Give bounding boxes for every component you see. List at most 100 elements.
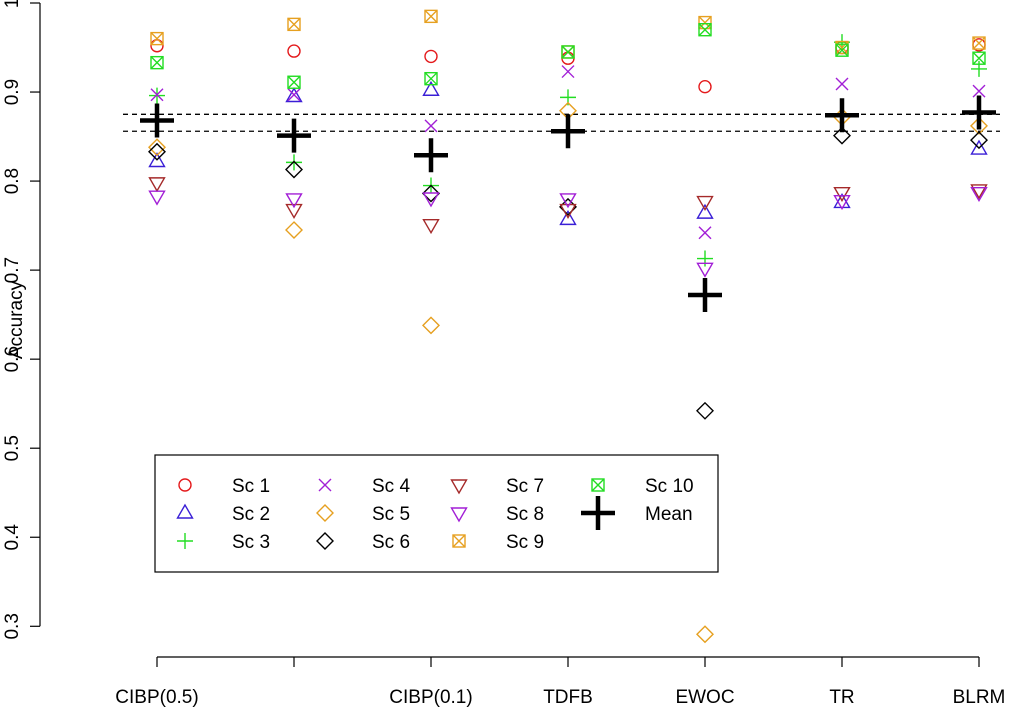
point-shape — [696, 401, 714, 420]
legend-symbol-shape — [591, 478, 605, 492]
legend-symbol-shape — [316, 532, 334, 550]
point — [698, 23, 712, 37]
legend-label: Sc 6 — [372, 532, 410, 553]
series-sc-6 — [148, 126, 988, 420]
legend-label: Sc 9 — [506, 532, 544, 553]
point — [422, 80, 440, 96]
series-sc-3 — [149, 34, 987, 267]
point — [414, 138, 448, 173]
legend: Sc 1 Sc 2 Sc 3 Sc 4 Sc 5 Sc 6 Sc 7 Sc 8 Sc 9 Sc 1… — [154, 454, 719, 573]
point — [148, 177, 166, 193]
point — [148, 142, 166, 161]
y-tick-label: 0.6 — [2, 346, 23, 372]
point-shape — [833, 194, 851, 211]
y-axis-title: Accuracy — [6, 280, 27, 359]
point-shape-x — [287, 17, 301, 31]
point-shape — [696, 625, 714, 644]
point — [422, 316, 440, 335]
point-shape — [698, 226, 712, 240]
series-sc-9 — [150, 9, 986, 59]
legend-symbol-shape — [450, 479, 468, 495]
point-shape — [285, 203, 303, 219]
point-shape-x — [561, 45, 575, 59]
legend-label: Sc 5 — [372, 504, 410, 525]
point-shape-x — [287, 75, 301, 89]
legend-symbol-shape-x — [591, 478, 605, 492]
y-tick-label: 0.9 — [2, 79, 23, 105]
legend-label: Mean — [645, 504, 693, 525]
point — [551, 114, 585, 149]
point-shape — [422, 219, 440, 235]
legend-item: Mean — [581, 496, 693, 530]
legend-symbol-shape — [177, 533, 193, 549]
point-shape-x — [972, 36, 986, 50]
point-shape — [287, 75, 301, 89]
point-shape — [833, 126, 851, 145]
legend-item: Sc 1 — [178, 476, 270, 497]
point-shape — [833, 186, 851, 203]
legend-symbol — [450, 479, 468, 495]
reference-lines — [123, 113, 1000, 132]
point — [972, 84, 986, 98]
point-shape-x — [698, 23, 712, 37]
point — [833, 126, 851, 145]
legend-item: Sc 4 — [318, 476, 410, 497]
legend-item: Sc 5 — [316, 504, 410, 525]
legend-label: Sc 7 — [506, 476, 544, 497]
legend-label: Sc 10 — [645, 476, 694, 497]
point-shape — [972, 51, 986, 65]
series-mean — [140, 95, 996, 313]
point-shape — [287, 44, 301, 58]
point-shape-x — [698, 16, 712, 30]
point — [833, 194, 851, 211]
point — [150, 55, 164, 70]
point-shape — [148, 142, 166, 161]
point-shape — [424, 119, 438, 133]
point-shape — [285, 193, 303, 209]
x-tick-label: TDFB — [543, 687, 593, 708]
legend-symbol — [581, 496, 615, 530]
point — [148, 190, 166, 206]
point — [561, 45, 575, 59]
point-shape — [559, 203, 577, 219]
point — [559, 193, 577, 209]
point-shape — [835, 43, 849, 57]
point — [970, 184, 988, 200]
legend-symbol-shape — [318, 478, 332, 492]
point-shape-x — [150, 56, 164, 70]
point-shape — [148, 152, 166, 168]
y-tick-label: 0.7 — [2, 257, 23, 283]
point-shape — [424, 9, 438, 24]
point-shape — [972, 84, 986, 98]
legend-symbol — [178, 478, 192, 492]
point-shape — [424, 71, 438, 86]
legend-symbol — [452, 534, 466, 548]
point — [287, 75, 301, 89]
point — [833, 186, 851, 203]
point — [287, 17, 301, 32]
point-shape — [561, 65, 575, 79]
point — [148, 152, 166, 168]
point — [970, 116, 988, 135]
point-shape-x — [150, 32, 164, 46]
y-tick-label: 0.5 — [2, 435, 23, 461]
point — [422, 184, 440, 203]
series-sc-10 — [150, 23, 986, 89]
legend-item: Sc 10 — [591, 476, 694, 497]
point — [285, 193, 303, 209]
point-shape — [285, 87, 303, 103]
legend-symbol-shape — [452, 534, 466, 548]
point-shape — [698, 15, 712, 30]
legend-label: Sc 8 — [506, 504, 544, 525]
point — [835, 43, 849, 57]
point-shape — [559, 209, 577, 226]
point — [696, 625, 714, 644]
point — [698, 15, 712, 30]
point — [696, 203, 714, 219]
point-shape — [422, 192, 440, 208]
point-shape — [150, 39, 164, 53]
point-shape — [970, 184, 988, 200]
legend-symbol — [450, 507, 468, 523]
point — [698, 79, 712, 94]
